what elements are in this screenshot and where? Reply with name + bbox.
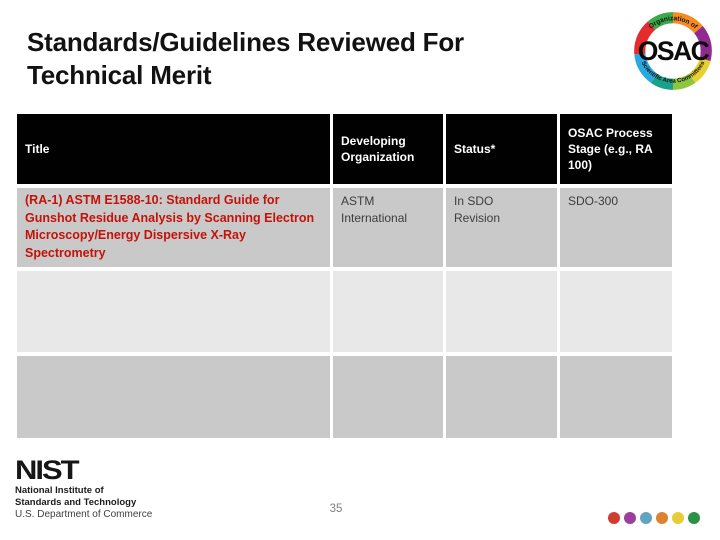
table-cell-status [446,356,557,438]
table-cell-status [446,271,557,352]
footer-dot-icon [624,512,636,524]
nist-line2: Standards and Technology [15,496,137,508]
table-cell-osac-process-stage [560,271,672,352]
nist-logo: NIST National Institute of Standards and… [15,454,153,521]
footer-dots [608,512,700,524]
header-developing-organization: Developing Organization [333,114,443,184]
footer-dot-icon [656,512,668,524]
table-cell-developing-organization: ASTM International [333,188,443,267]
table-cell-developing-organization [333,356,443,438]
nist-line1: National Institute of [15,485,104,496]
nist-line3: U.S. Department of Commerce [15,509,153,520]
table-cell-title [17,271,330,352]
table-cell-status: In SDO Revision [446,188,557,267]
osac-logo-icon: Organization of Scientific Area Committe… [634,12,712,90]
nist-wordmark: NIST [15,454,80,486]
footer-dot-icon [608,512,620,524]
header-title: Title [17,114,330,184]
table-cell-title: (RA-1) ASTM E1588-10: Standard Guide for… [17,188,330,267]
table-cell-osac-process-stage [560,356,672,438]
standards-table: Title Developing Organization Status* OS… [17,114,672,438]
osac-wordmark: OSAC [638,36,710,66]
page-number: 35 [329,503,343,515]
page-title-line1: Standards/Guidelines Reviewed For [27,27,464,57]
page-title: Standards/Guidelines Reviewed For Techni… [27,26,607,92]
header-osac-process-stage: OSAC Process Stage (e.g., RA 100) [560,114,672,184]
osac-ring-icon [634,12,712,90]
footer-dot-icon [688,512,700,524]
page-title-line2: Technical Merit [27,60,212,90]
footer-dot-icon [672,512,684,524]
table-cell-developing-organization [333,271,443,352]
table-cell-osac-process-stage: SDO-300 [560,188,672,267]
osac-ring-inner [645,23,701,79]
table-cell-title [17,356,330,438]
footer-dot-icon [640,512,652,524]
header-status: Status* [446,114,557,184]
